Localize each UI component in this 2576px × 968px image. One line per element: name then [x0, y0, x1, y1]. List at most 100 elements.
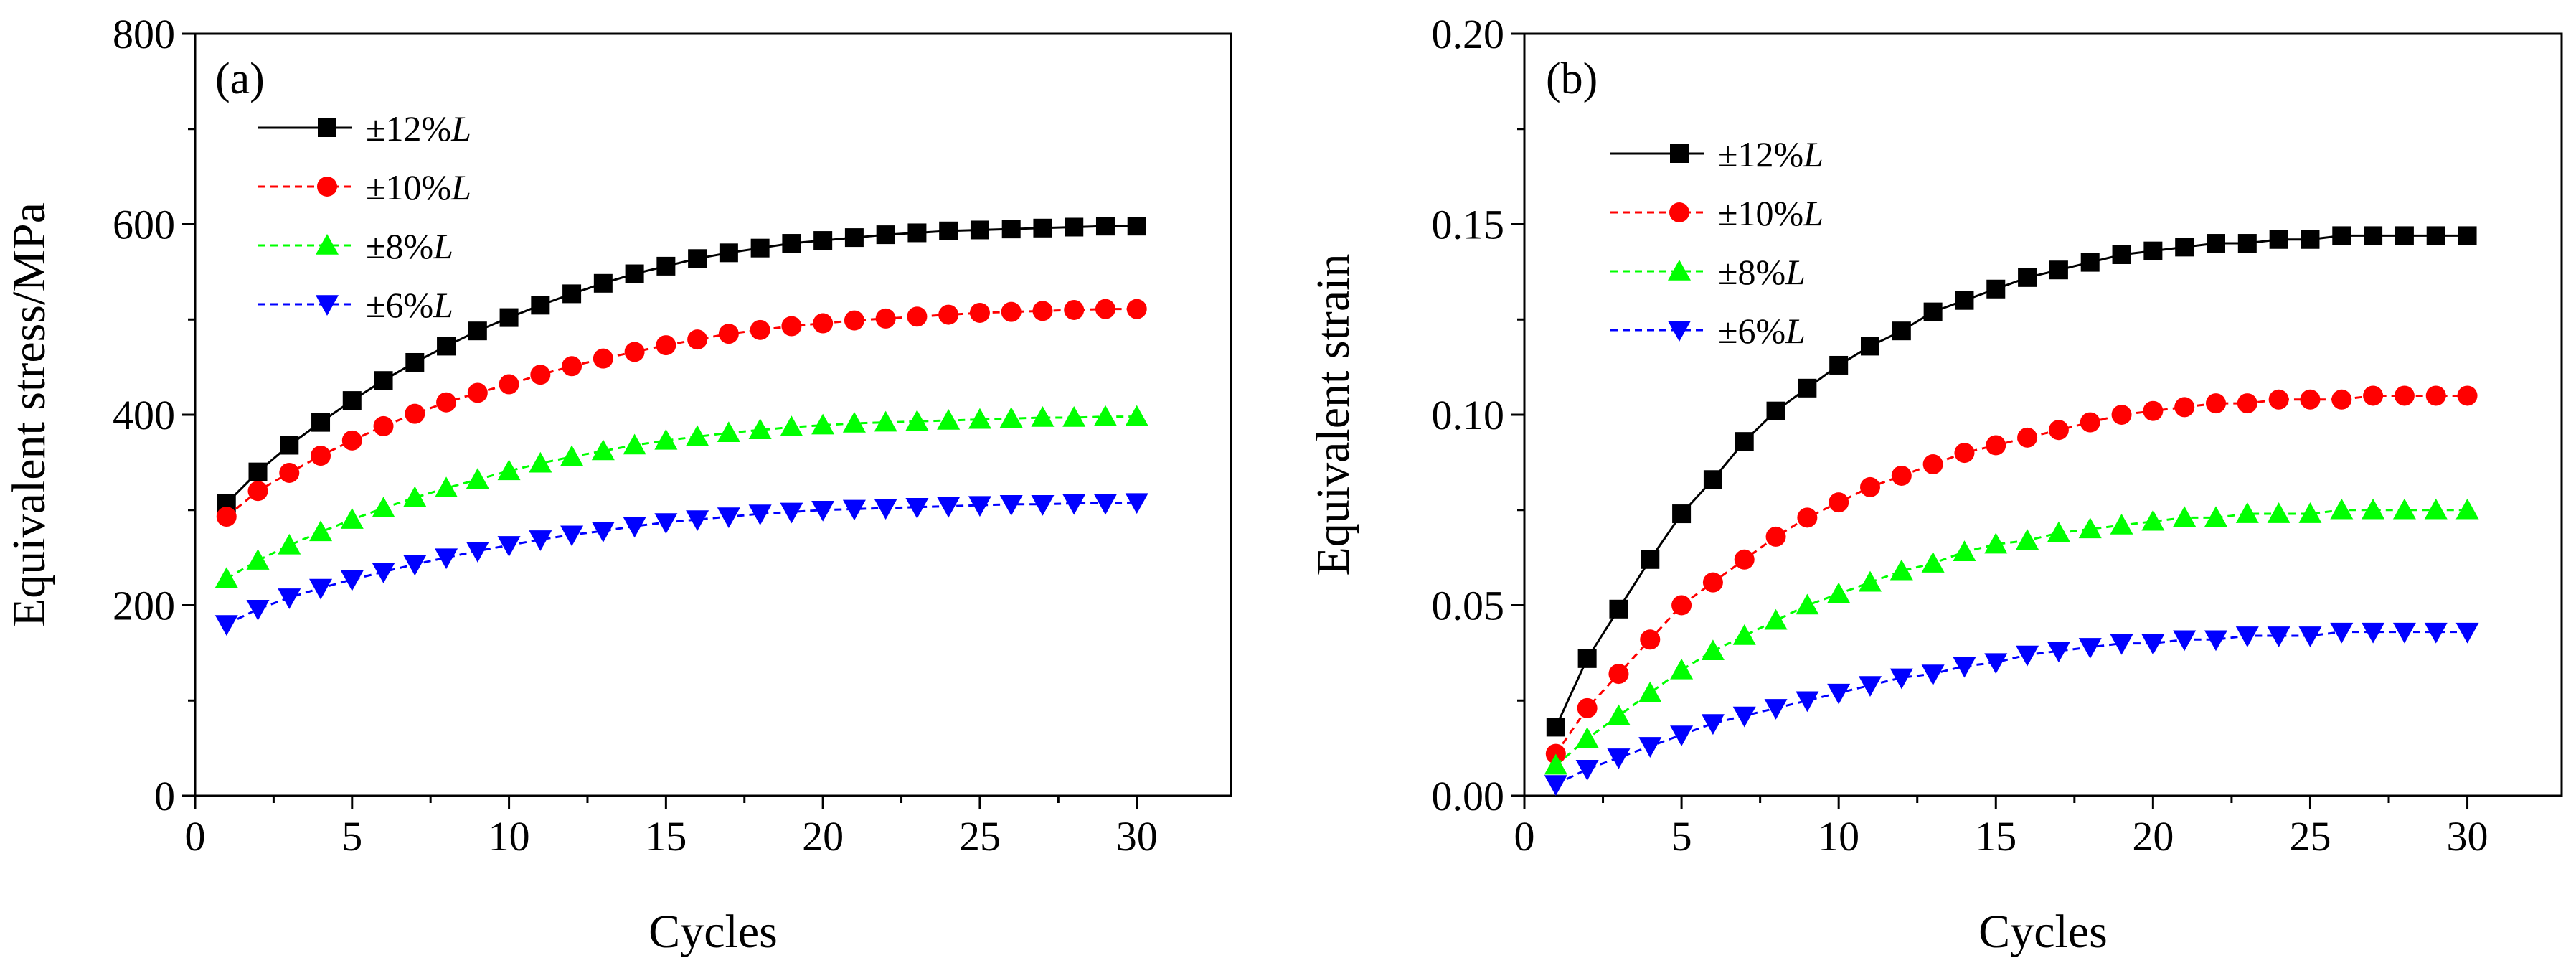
data-point — [1860, 476, 1880, 497]
legend-label-suffix: L — [1785, 311, 1806, 351]
data-point — [907, 306, 928, 327]
data-point — [1032, 301, 1053, 321]
data-point — [2173, 506, 2197, 527]
data-point — [1764, 699, 1788, 720]
data-point — [937, 408, 961, 430]
data-point — [999, 407, 1023, 428]
series-line — [226, 415, 1137, 580]
x-tick-label: 5 — [1671, 813, 1692, 860]
data-point — [1766, 401, 1785, 420]
series-line — [225, 308, 1137, 518]
x-tick-label: 20 — [2132, 813, 2174, 860]
data-point — [1062, 494, 1086, 515]
x-tick-label: 20 — [802, 813, 844, 860]
data-point — [466, 542, 489, 563]
chart-panel-1: 0 5 10 15 20 25 30 0 200 400 600 800 Cycles Equivalen… — [3, 11, 1232, 958]
data-point — [1765, 526, 1786, 547]
data-point — [2362, 498, 2385, 520]
data-point — [2426, 226, 2445, 245]
data-point — [497, 536, 521, 557]
data-point — [1638, 681, 1662, 702]
y-tick-label: 0.15 — [1432, 202, 1505, 248]
data-point — [1065, 217, 1084, 237]
legend-label: ±12%L — [366, 108, 471, 149]
legend-label-text: ±12% — [1718, 134, 1803, 174]
legend-marker — [316, 295, 339, 316]
data-point — [1732, 706, 1756, 728]
data-point — [373, 415, 394, 436]
data-point — [2362, 622, 2385, 644]
data-point — [499, 308, 519, 327]
data-point — [1127, 217, 1146, 236]
data-point — [748, 504, 772, 526]
data-point — [435, 476, 458, 498]
data-point — [2269, 230, 2288, 249]
data-point — [718, 324, 739, 344]
data-point — [248, 462, 268, 481]
data-point — [717, 421, 740, 443]
data-point — [811, 500, 835, 522]
data-point — [1829, 355, 1849, 375]
data-point — [278, 588, 301, 609]
data-point — [1609, 599, 1628, 619]
series-2 — [1545, 385, 2478, 764]
data-point — [1954, 443, 1975, 464]
data-point — [2207, 234, 2225, 253]
data-point — [529, 451, 552, 473]
data-point — [2424, 498, 2448, 520]
data-point — [341, 430, 362, 451]
data-point — [1955, 291, 1974, 310]
legend-label-text: ±10% — [1718, 193, 1803, 233]
data-point — [844, 310, 864, 331]
data-point — [1703, 470, 1722, 489]
series-line — [1554, 234, 2468, 728]
series-line — [1554, 394, 2468, 755]
data-point — [780, 415, 803, 437]
x-tick-label: 15 — [1975, 813, 2016, 860]
data-point — [905, 410, 929, 431]
data-point — [2080, 253, 2100, 272]
legend-label-text: ±6% — [366, 285, 433, 325]
series-line — [1554, 509, 2468, 766]
legend-label-text: ±6% — [1718, 311, 1785, 351]
data-point — [937, 497, 961, 518]
data-point — [1125, 493, 1148, 514]
x-tick-label: 30 — [2447, 813, 2488, 860]
data-point — [2110, 513, 2133, 535]
data-point — [2047, 642, 2070, 663]
data-point — [2392, 622, 2416, 644]
data-point — [2111, 405, 2132, 425]
legend-label: ±8%L — [366, 226, 453, 266]
data-point — [1670, 725, 1694, 747]
legend-entry-1: ±12%L — [258, 108, 471, 149]
series-2 — [216, 299, 1147, 527]
data-point — [654, 513, 678, 535]
data-point — [1734, 549, 1755, 570]
data-point — [1670, 658, 1694, 680]
data-point — [1984, 653, 2008, 675]
data-point — [686, 510, 709, 532]
legend-marker — [316, 234, 339, 255]
data-point — [1732, 624, 1756, 645]
data-point — [1921, 664, 1945, 686]
data-point — [1986, 435, 2006, 456]
data-point — [686, 425, 709, 446]
data-point — [468, 321, 487, 341]
series-1 — [1546, 226, 2477, 737]
data-point — [1891, 465, 1912, 486]
data-point — [1093, 494, 1117, 515]
legend-label-text: ±12% — [366, 108, 451, 149]
data-point — [309, 520, 333, 542]
y-axis-label: Equivalent strain — [1307, 253, 1359, 575]
data-point — [2174, 397, 2195, 418]
data-point — [214, 615, 238, 636]
data-point — [1984, 532, 2008, 554]
data-point — [2173, 630, 2197, 652]
data-point — [1544, 775, 1567, 797]
data-point — [1031, 405, 1055, 427]
data-point — [654, 428, 678, 450]
data-point — [593, 273, 613, 293]
data-point — [907, 223, 927, 243]
data-point — [2332, 226, 2351, 245]
data-point — [1064, 299, 1085, 320]
